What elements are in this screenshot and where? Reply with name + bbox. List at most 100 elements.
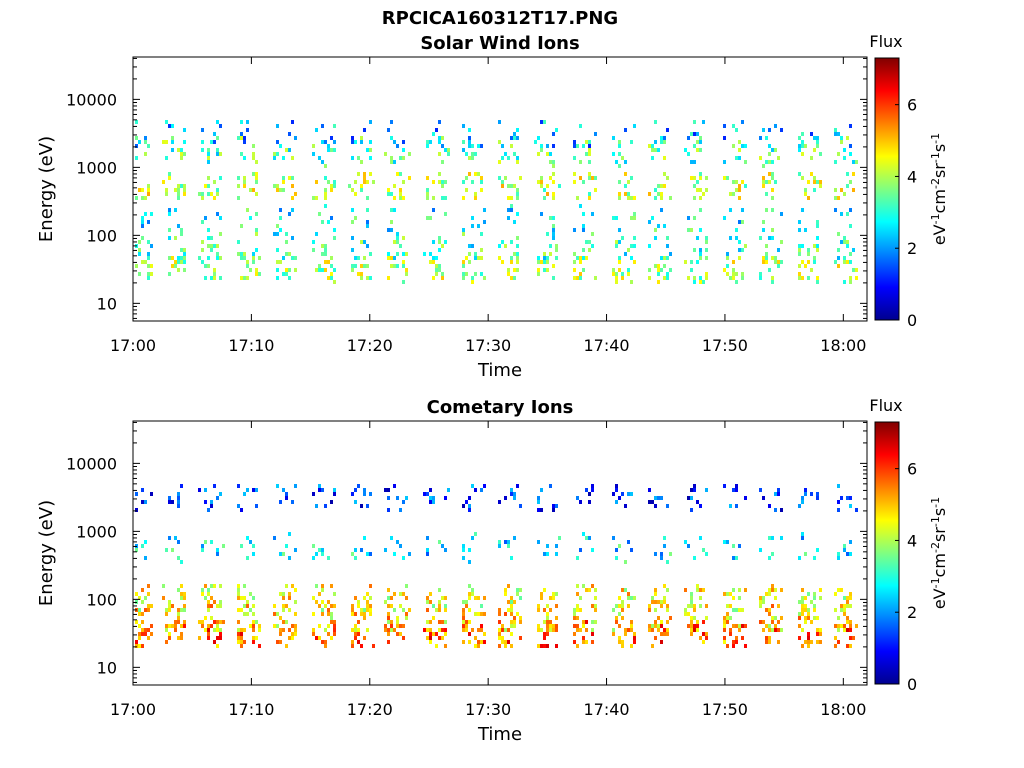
flux-cell [807,612,810,616]
flux-cell [519,620,522,624]
flux-cell [855,160,858,164]
flux-cell [849,624,852,628]
flux-cell [480,144,483,148]
flux-cell [168,228,171,232]
flux-cell [804,620,807,624]
flux-cell [441,276,444,280]
flux-cell [426,620,429,624]
flux-cell [762,260,765,264]
flux-cell [291,500,294,504]
flux-cell [210,244,213,248]
x-tick-label: 17:00 [110,336,156,355]
flux-cell [201,624,204,628]
flux-cell [468,252,471,256]
flux-cell [696,584,699,588]
flux-cell [816,548,819,552]
flux-cell [771,256,774,260]
flux-cell [312,628,315,632]
flux-cell [354,500,357,504]
flux-cell [723,636,726,640]
flux-cell [537,644,540,648]
flux-cell [399,244,402,248]
flux-cell [240,596,243,600]
flux-cell [315,196,318,200]
flux-cell [429,488,432,492]
flux-cell [444,608,447,612]
flux-cell [498,612,501,616]
flux-cell [276,260,279,264]
flux-cell [216,496,219,500]
flux-cell [501,260,504,264]
flux-cell [816,280,819,284]
flux-cell [807,196,810,200]
flux-cell [594,620,597,624]
flux-cell [813,592,816,596]
flux-cell [660,632,663,636]
flux-cell [387,616,390,620]
flux-cell [627,272,630,276]
flux-cell [219,256,222,260]
flux-cell [759,488,762,492]
flux-cell [846,552,849,556]
flux-cell [582,624,585,628]
flux-cell [291,256,294,260]
flux-cell [804,616,807,620]
flux-cell [705,488,708,492]
flux-cell [615,620,618,624]
flux-cell [351,140,354,144]
flux-cell [816,248,819,252]
flux-cell [282,180,285,184]
flux-cell [837,196,840,200]
flux-cell [294,256,297,260]
flux-cell [804,608,807,612]
flux-cell [276,188,279,192]
flux-cell [663,140,666,144]
flux-cell [726,592,729,596]
flux-cell [690,176,693,180]
flux-cell [240,152,243,156]
flux-cell [327,144,330,148]
flux-cell [471,588,474,592]
flux-cell [687,604,690,608]
flux-cell [333,492,336,496]
flux-cell [591,484,594,488]
flux-cell [435,272,438,276]
flux-cell [462,140,465,144]
flux-cell [393,264,396,268]
flux-cell [813,604,816,608]
flux-cell [468,172,471,176]
flux-cell [537,136,540,140]
flux-cell [216,192,219,196]
flux-cell [243,628,246,632]
flux-cell [444,632,447,636]
flux-cell [246,120,249,124]
flux-cell [444,496,447,500]
flux-cell [723,624,726,628]
flux-cell [546,192,549,196]
flux-cell [294,268,297,272]
flux-cell [768,588,771,592]
flux-cell [243,596,246,600]
flux-cell [759,136,762,140]
flux-cell [819,152,822,156]
flux-cell [513,600,516,604]
flux-cell [321,588,324,592]
flux-cell [804,604,807,608]
flux-cell [633,212,636,216]
flux-cell [390,624,393,628]
flux-cell [579,276,582,280]
flux-cell [213,484,216,488]
flux-cell [366,148,369,152]
flux-cell [693,276,696,280]
flux-cell [276,184,279,188]
flux-cell [846,172,849,176]
flux-cell [852,188,855,192]
flux-cell [582,584,585,588]
flux-cell [216,620,219,624]
flux-cell [435,608,438,612]
flux-cell [801,496,804,500]
flux-cell [573,172,576,176]
flux-cell [351,612,354,616]
flux-cell [438,604,441,608]
